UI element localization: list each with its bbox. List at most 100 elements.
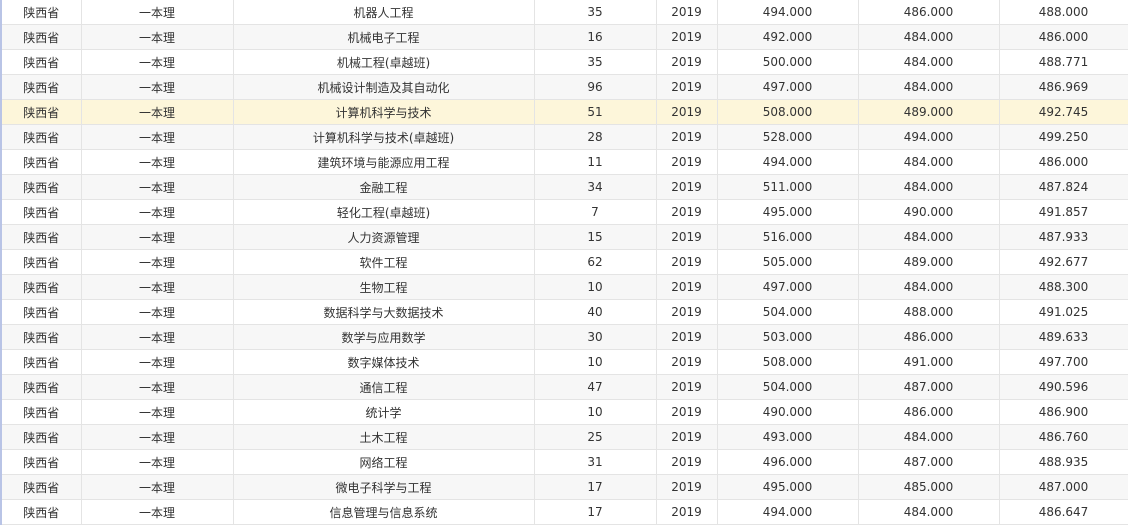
- table-row[interactable]: 陕西省 一本理 计算机科学与技术(卓越班) 28 2019 528.000 494.000 4…: [2, 124, 1128, 150]
- province-cell: 陕西省: [2, 99, 82, 125]
- avg-score-cell: 486.000: [999, 149, 1128, 175]
- table-row[interactable]: 陕西省 一本理 计算机科学与技术 51 2019 508.000 489.000 492.74…: [2, 99, 1128, 125]
- year-cell: 2019: [656, 224, 718, 250]
- enrollment-count-cell: 35: [534, 49, 657, 75]
- min-score-cell: 484.000: [858, 174, 1000, 200]
- year-cell: 2019: [656, 174, 718, 200]
- max-score-cell: 490.000: [717, 399, 859, 425]
- batch-cell: 一本理: [81, 399, 234, 425]
- avg-score-cell: 487.933: [999, 224, 1128, 250]
- table-row[interactable]: 陕西省 一本理 生物工程 10 2019 497.000 484.000 488.300: [2, 274, 1128, 300]
- max-score-cell: 497.000: [717, 74, 859, 100]
- max-score-cell: 492.000: [717, 24, 859, 50]
- table-row[interactable]: 陕西省 一本理 统计学 10 2019 490.000 486.000 486.900: [2, 399, 1128, 425]
- avg-score-cell: 492.677: [999, 249, 1128, 275]
- batch-cell: 一本理: [81, 224, 234, 250]
- major-cell: 数据科学与大数据技术: [233, 299, 535, 325]
- table-row[interactable]: 陕西省 一本理 软件工程 62 2019 505.000 489.000 492.677: [2, 249, 1128, 275]
- province-cell: 陕西省: [2, 274, 82, 300]
- major-cell: 网络工程: [233, 449, 535, 475]
- table-row[interactable]: 陕西省 一本理 微电子科学与工程 17 2019 495.000 485.000 487.00…: [2, 474, 1128, 500]
- table-row[interactable]: 陕西省 一本理 轻化工程(卓越班) 7 2019 495.000 490.000 491.85…: [2, 199, 1128, 225]
- enrollment-count-cell: 17: [534, 474, 657, 500]
- year-cell: 2019: [656, 124, 718, 150]
- max-score-cell: 500.000: [717, 49, 859, 75]
- table-row[interactable]: 陕西省 一本理 土木工程 25 2019 493.000 484.000 486.760: [2, 424, 1128, 450]
- batch-cell: 一本理: [81, 424, 234, 450]
- batch-cell: 一本理: [81, 149, 234, 175]
- enrollment-count-cell: 10: [534, 274, 657, 300]
- min-score-cell: 490.000: [858, 199, 1000, 225]
- avg-score-cell: 486.000: [999, 24, 1128, 50]
- major-cell: 金融工程: [233, 174, 535, 200]
- min-score-cell: 484.000: [858, 74, 1000, 100]
- table-row[interactable]: 陕西省 一本理 网络工程 31 2019 496.000 487.000 488.935: [2, 449, 1128, 475]
- max-score-cell: 508.000: [717, 99, 859, 125]
- year-cell: 2019: [656, 149, 718, 175]
- min-score-cell: 486.000: [858, 399, 1000, 425]
- max-score-cell: 503.000: [717, 324, 859, 350]
- enrollment-count-cell: 31: [534, 449, 657, 475]
- province-cell: 陕西省: [2, 474, 82, 500]
- year-cell: 2019: [656, 0, 718, 25]
- year-cell: 2019: [656, 49, 718, 75]
- year-cell: 2019: [656, 349, 718, 375]
- max-score-cell: 516.000: [717, 224, 859, 250]
- batch-cell: 一本理: [81, 324, 234, 350]
- province-cell: 陕西省: [2, 399, 82, 425]
- avg-score-cell: 486.647: [999, 499, 1128, 525]
- min-score-cell: 491.000: [858, 349, 1000, 375]
- table-row[interactable]: 陕西省 一本理 金融工程 34 2019 511.000 484.000 487.824: [2, 174, 1128, 200]
- table-row[interactable]: 陕西省 一本理 人力资源管理 15 2019 516.000 484.000 487.933: [2, 224, 1128, 250]
- major-cell: 土木工程: [233, 424, 535, 450]
- batch-cell: 一本理: [81, 99, 234, 125]
- table-row[interactable]: 陕西省 一本理 机械工程(卓越班) 35 2019 500.000 484.000 488.7…: [2, 49, 1128, 75]
- min-score-cell: 484.000: [858, 499, 1000, 525]
- avg-score-cell: 488.000: [999, 0, 1128, 25]
- enrollment-count-cell: 15: [534, 224, 657, 250]
- avg-score-cell: 489.633: [999, 324, 1128, 350]
- table-row[interactable]: 陕西省 一本理 数字媒体技术 10 2019 508.000 491.000 497.700: [2, 349, 1128, 375]
- year-cell: 2019: [656, 99, 718, 125]
- major-cell: 统计学: [233, 399, 535, 425]
- enrollment-count-cell: 11: [534, 149, 657, 175]
- enrollment-count-cell: 47: [534, 374, 657, 400]
- year-cell: 2019: [656, 274, 718, 300]
- batch-cell: 一本理: [81, 449, 234, 475]
- max-score-cell: 495.000: [717, 474, 859, 500]
- province-cell: 陕西省: [2, 49, 82, 75]
- enrollment-count-cell: 62: [534, 249, 657, 275]
- min-score-cell: 484.000: [858, 424, 1000, 450]
- enrollment-count-cell: 30: [534, 324, 657, 350]
- major-cell: 建筑环境与能源应用工程: [233, 149, 535, 175]
- table-row[interactable]: 陕西省 一本理 信息管理与信息系统 17 2019 494.000 484.000 486.6…: [2, 499, 1128, 525]
- batch-cell: 一本理: [81, 74, 234, 100]
- min-score-cell: 486.000: [858, 0, 1000, 25]
- table-row[interactable]: 陕西省 一本理 数学与应用数学 30 2019 503.000 486.000 489.633: [2, 324, 1128, 350]
- enrollment-count-cell: 17: [534, 499, 657, 525]
- enrollment-count-cell: 51: [534, 99, 657, 125]
- min-score-cell: 489.000: [858, 249, 1000, 275]
- province-cell: 陕西省: [2, 299, 82, 325]
- table-row[interactable]: 陕西省 一本理 机械电子工程 16 2019 492.000 484.000 486.000: [2, 24, 1128, 50]
- max-score-cell: 504.000: [717, 374, 859, 400]
- table-row[interactable]: 陕西省 一本理 建筑环境与能源应用工程 11 2019 494.000 484.000 486…: [2, 149, 1128, 175]
- major-cell: 软件工程: [233, 249, 535, 275]
- major-cell: 机器人工程: [233, 0, 535, 25]
- year-cell: 2019: [656, 199, 718, 225]
- province-cell: 陕西省: [2, 199, 82, 225]
- province-cell: 陕西省: [2, 324, 82, 350]
- batch-cell: 一本理: [81, 0, 234, 25]
- min-score-cell: 484.000: [858, 24, 1000, 50]
- avg-score-cell: 492.745: [999, 99, 1128, 125]
- table-row[interactable]: 陕西省 一本理 通信工程 47 2019 504.000 487.000 490.596: [2, 374, 1128, 400]
- table-row[interactable]: 陕西省 一本理 机器人工程 35 2019 494.000 486.000 488.000: [2, 0, 1128, 25]
- major-cell: 机械电子工程: [233, 24, 535, 50]
- year-cell: 2019: [656, 399, 718, 425]
- avg-score-cell: 487.000: [999, 474, 1128, 500]
- min-score-cell: 485.000: [858, 474, 1000, 500]
- table-row[interactable]: 陕西省 一本理 数据科学与大数据技术 40 2019 504.000 488.000 491.…: [2, 299, 1128, 325]
- min-score-cell: 486.000: [858, 324, 1000, 350]
- table-row[interactable]: 陕西省 一本理 机械设计制造及其自动化 96 2019 497.000 484.000 486…: [2, 74, 1128, 100]
